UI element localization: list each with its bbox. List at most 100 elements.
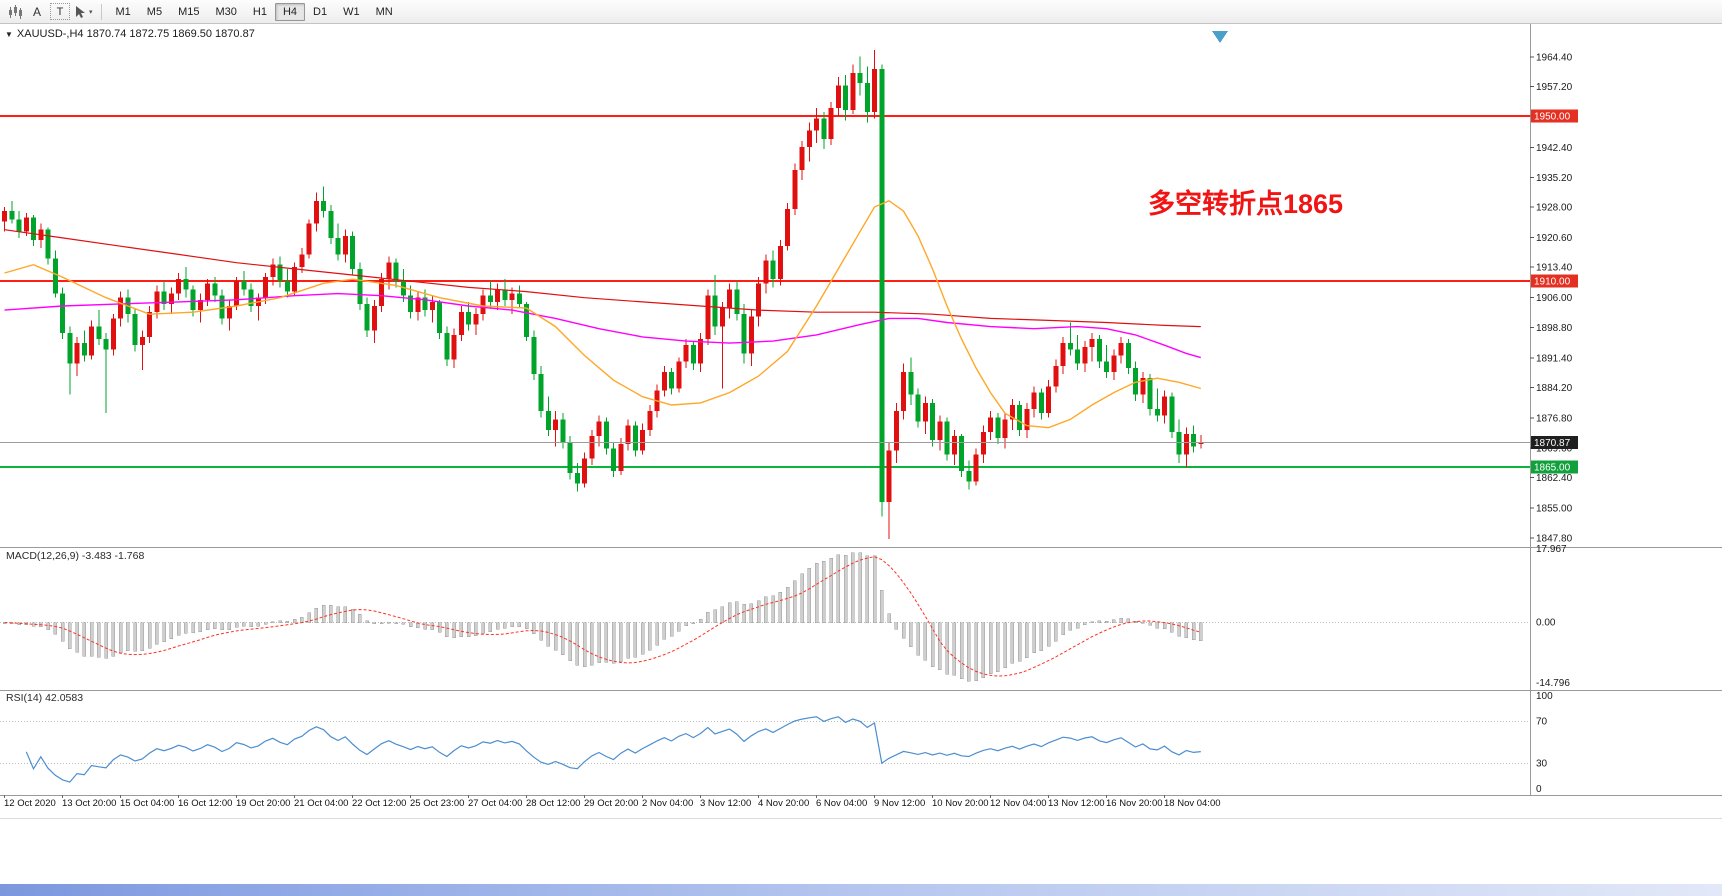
text-tool-button[interactable]: T bbox=[50, 3, 70, 20]
candle-body bbox=[458, 312, 464, 335]
candle-body bbox=[748, 316, 754, 354]
macd-bar bbox=[1061, 622, 1065, 636]
time-axis-label: 16 Nov 20:00 bbox=[1106, 798, 1163, 809]
macd-bar bbox=[1199, 622, 1203, 642]
candle-body bbox=[843, 85, 848, 111]
candle-body bbox=[313, 200, 319, 224]
candle-body bbox=[901, 371, 906, 412]
macd-bar bbox=[851, 552, 855, 623]
chevron-down-icon: ▾ bbox=[89, 8, 93, 16]
macd-bar bbox=[996, 622, 1000, 672]
rsi-axis-label: 70 bbox=[1536, 717, 1548, 728]
macd-bar bbox=[923, 622, 927, 661]
macd-bar bbox=[640, 622, 645, 655]
candle-body bbox=[1031, 392, 1037, 410]
time-axis-label: 10 Nov 20:00 bbox=[932, 798, 989, 809]
macd-bar bbox=[553, 622, 558, 651]
timeframe-m5[interactable]: M5 bbox=[146, 5, 163, 18]
candle-body bbox=[473, 314, 479, 325]
candle-body bbox=[777, 246, 783, 280]
macd-bar bbox=[727, 602, 732, 623]
macd-histogram bbox=[2, 552, 1203, 682]
candle-body bbox=[545, 411, 551, 430]
macd-bar bbox=[408, 622, 413, 628]
candle-body bbox=[466, 312, 471, 325]
timeframe-w1[interactable]: W1 bbox=[343, 5, 360, 18]
timeframe-h1[interactable]: H1 bbox=[252, 5, 267, 18]
price-badge bbox=[1531, 274, 1578, 288]
collapse-icon[interactable]: ▼ bbox=[5, 30, 13, 39]
chart-title: ▼ XAUUSD-,H4 1870.74 1872.75 1869.50 1870… bbox=[5, 28, 255, 40]
candle-body bbox=[284, 281, 290, 292]
time-axis-label: 15 Oct 04:00 bbox=[120, 798, 174, 809]
candle-body bbox=[1154, 409, 1160, 416]
candle-body bbox=[1140, 378, 1146, 395]
candle-body bbox=[553, 419, 558, 430]
price-badge-label: 1910.00 bbox=[1534, 277, 1571, 288]
macd-bar bbox=[401, 622, 405, 625]
label-tool-button[interactable]: A bbox=[32, 4, 41, 19]
macd-bar bbox=[807, 567, 811, 623]
candle-body bbox=[893, 411, 899, 451]
timeframe-m1[interactable]: M1 bbox=[115, 5, 131, 18]
timeframe-d1[interactable]: D1 bbox=[313, 5, 328, 18]
macd-bar bbox=[213, 622, 217, 630]
macd-bar bbox=[205, 622, 210, 630]
crosshair-tool-button[interactable]: ▾ bbox=[74, 3, 93, 21]
macd-bar bbox=[314, 607, 318, 623]
timeframe-m30[interactable]: M30 bbox=[215, 5, 237, 18]
macd-bar bbox=[184, 622, 188, 634]
macd-bar bbox=[169, 622, 173, 640]
candle-body bbox=[1060, 343, 1066, 366]
macd-bar bbox=[278, 620, 282, 623]
time-axis-label: 28 Oct 12:00 bbox=[526, 798, 580, 809]
time-axis[interactable] bbox=[0, 795, 1722, 817]
macd-bar bbox=[901, 622, 906, 639]
candle-body bbox=[89, 326, 94, 356]
macd-bar bbox=[532, 622, 536, 634]
timeframe-mn[interactable]: MN bbox=[375, 5, 393, 18]
macd-bar bbox=[1046, 622, 1051, 647]
candle-body bbox=[821, 118, 827, 139]
price-tick-label: 1855.00 bbox=[1536, 504, 1573, 515]
macd-bar bbox=[191, 622, 195, 634]
macd-bar bbox=[967, 622, 971, 682]
chart-shift-marker[interactable] bbox=[1212, 31, 1228, 43]
macd-bar bbox=[474, 622, 478, 636]
candle-body bbox=[857, 72, 863, 84]
candle-body bbox=[850, 72, 856, 111]
candle-body bbox=[632, 425, 638, 451]
macd-bar bbox=[952, 622, 956, 676]
candle-body bbox=[727, 289, 732, 309]
candle-body bbox=[785, 209, 790, 247]
candle-body bbox=[538, 374, 544, 412]
macd-bar bbox=[655, 622, 659, 646]
price-axis[interactable] bbox=[1530, 24, 1722, 795]
macd-bar bbox=[793, 580, 797, 623]
candle-body bbox=[1198, 442, 1204, 444]
candle-body bbox=[524, 303, 529, 337]
timeframe-m15[interactable]: M15 bbox=[178, 5, 200, 18]
candlestick-chart-icon[interactable] bbox=[6, 3, 24, 21]
candle-body bbox=[574, 473, 580, 484]
time-axis-label: 4 Nov 20:00 bbox=[758, 798, 809, 809]
macd-bar bbox=[118, 622, 123, 653]
chart-area[interactable] bbox=[0, 24, 1530, 547]
macd-bar bbox=[1191, 622, 1196, 641]
candle-body bbox=[567, 442, 573, 474]
candle-body bbox=[299, 254, 305, 267]
macd-bar bbox=[785, 587, 790, 623]
macd-bar bbox=[916, 622, 920, 656]
macd-bar bbox=[604, 622, 608, 663]
candle-body bbox=[835, 85, 841, 108]
candle-body bbox=[1147, 378, 1153, 410]
rsi-indicator-label: RSI(14) 42.0583 bbox=[6, 692, 84, 704]
macd-bar bbox=[836, 554, 840, 623]
macd-bar bbox=[684, 622, 688, 627]
macd-bar bbox=[307, 612, 311, 623]
timeframe-h4[interactable]: H4 bbox=[274, 2, 306, 21]
time-axis-label: 19 Oct 20:00 bbox=[236, 798, 290, 809]
candle-body bbox=[81, 343, 87, 356]
macd-bar bbox=[1039, 622, 1043, 651]
